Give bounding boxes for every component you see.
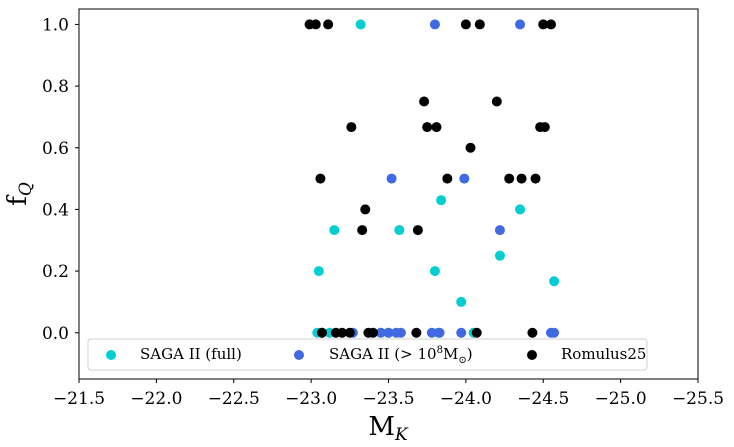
x-axis-ticks: −21.5 −22.0 −22.5 −23.0 −23.5 −24.0 −24.5 −25.0… — [53, 379, 724, 409]
series-2-point-1 — [310, 19, 321, 30]
series-1-point-13 — [456, 327, 467, 338]
x-tick-label: −24.0 — [440, 389, 492, 409]
series-2-point-28 — [368, 327, 379, 338]
series-1-point-10 — [395, 327, 406, 338]
series-0-point-2 — [515, 204, 526, 215]
series-2-point-3 — [460, 19, 471, 30]
plot-frame — [78, 8, 699, 380]
x-tick-label: −23.0 — [285, 389, 337, 409]
x-tick-label: −25.0 — [595, 389, 647, 409]
legend-marker-saga-full — [106, 350, 116, 360]
series-1-point-11 — [426, 327, 437, 338]
legend-label-romulus: Romulus25 — [561, 345, 646, 363]
series-2-point-22 — [412, 225, 423, 236]
series-2-point-2 — [323, 19, 334, 30]
legend-box — [87, 338, 648, 371]
data-points — [304, 19, 560, 338]
x-tick-label: −24.5 — [517, 389, 569, 409]
y-tick-label: 0.6 — [42, 139, 69, 159]
series-1-point-1 — [515, 19, 526, 30]
series-2-point-16 — [442, 173, 453, 184]
legend-label-saga-mass-sub: ⊙ — [458, 355, 466, 366]
series-2-point-6 — [545, 19, 556, 30]
legend-label-saga-mass-main: SAGA II (> 10 — [329, 345, 437, 363]
series-2-point-8 — [491, 96, 502, 107]
x-axis-title: MK — [368, 412, 409, 445]
series-1-point-2 — [386, 173, 397, 184]
series-1-point-7 — [375, 327, 386, 338]
series-2-point-31 — [527, 327, 538, 338]
series-2-point-13 — [539, 122, 550, 133]
series-1-point-3 — [459, 173, 470, 184]
y-tick-label: 0.0 — [42, 324, 69, 344]
series-2-point-10 — [422, 122, 433, 133]
series-2-point-21 — [357, 225, 368, 236]
legend-label-saga-mass: SAGA II (> 108M⊙) — [329, 345, 473, 366]
legend-label-saga-mass-close: ) — [467, 345, 473, 363]
series-0-point-8 — [549, 276, 560, 287]
series-2-point-15 — [315, 173, 326, 184]
series-2-point-5 — [538, 19, 549, 30]
series-2-point-19 — [530, 173, 541, 184]
series-1-point-15 — [549, 327, 560, 338]
series-2-point-26 — [344, 327, 355, 338]
legend: SAGA II (full) SAGA II (> 108M⊙) Romulus… — [87, 338, 648, 371]
x-tick-label: −22.0 — [130, 389, 182, 409]
y-axis-ticks: 0.0 0.2 0.4 0.6 0.8 1.0 — [42, 15, 79, 344]
series-2-point-30 — [471, 327, 482, 338]
x-tick-label: −25.5 — [672, 389, 724, 409]
series-0-point-0 — [355, 19, 366, 30]
x-tick-label: −22.5 — [208, 389, 260, 409]
series-2-point-9 — [346, 122, 357, 133]
series-2-point-11 — [431, 122, 442, 133]
series-2-point-23 — [316, 327, 327, 338]
series-1-point-4 — [494, 225, 505, 236]
series-2-point-25 — [337, 327, 348, 338]
series-2-point-14 — [465, 142, 476, 153]
y-tick-label: 0.8 — [42, 77, 69, 97]
y-tick-label: 0.2 — [42, 262, 69, 282]
legend-label-saga-mass-tail: M — [443, 345, 458, 363]
y-axis-title: fQ — [3, 182, 36, 206]
x-tick-label: −21.5 — [53, 389, 105, 409]
series-0-point-9 — [456, 296, 467, 307]
legend-label-saga-full: SAGA II (full) — [140, 345, 242, 363]
series-2-point-17 — [504, 173, 515, 184]
y-axis-title-main: f — [3, 194, 33, 206]
y-axis-title-sub: Q — [16, 182, 36, 196]
series-0-point-4 — [394, 225, 405, 236]
legend-marker-saga-mass — [294, 350, 304, 360]
series-0-point-3 — [329, 225, 340, 236]
series-0-point-1 — [436, 195, 447, 206]
series-1-point-12 — [434, 327, 445, 338]
series-2-point-20 — [360, 204, 371, 215]
series-0-point-5 — [494, 250, 505, 261]
series-2-point-29 — [411, 327, 422, 338]
x-axis-title-main: M — [368, 412, 395, 442]
series-0-point-6 — [313, 266, 324, 277]
y-tick-label: 0.4 — [42, 200, 69, 220]
series-1-point-0 — [429, 19, 440, 30]
x-tick-label: −23.5 — [362, 389, 414, 409]
series-2-point-7 — [419, 96, 430, 107]
series-2-point-4 — [474, 19, 485, 30]
series-2-point-18 — [516, 173, 527, 184]
legend-marker-romulus — [527, 350, 537, 360]
y-tick-label: 1.0 — [42, 15, 69, 35]
x-axis-title-sub: K — [394, 425, 409, 445]
legend-label-saga-mass-sup: 8 — [437, 345, 443, 356]
series-1-point-8 — [383, 327, 394, 338]
series-0-point-7 — [429, 266, 440, 277]
